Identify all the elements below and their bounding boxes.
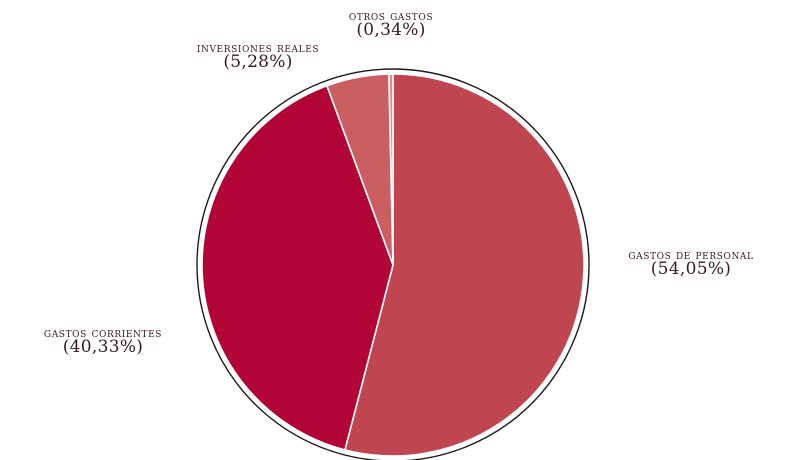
pie-slice-gastos-corrientes [201,84,394,451]
label-gastos-de-personal: GASTOS DE PERSONAL (54,05%) [606,248,776,279]
slice-name-otros-gastos: OTROS GASTOS [348,8,434,23]
pie-outer-ring [196,68,590,460]
pie-slice-gastos-de-personal [344,73,585,457]
slice-pct-gastos-de-personal: (54,05%) [650,259,732,280]
slice-name-gastos-corrientes: GASTOS CORRIENTES [43,325,163,340]
slice-pct-gastos-corrientes: (40,33%) [62,337,144,358]
label-inversiones-reales: INVERSIONES REALES (5,28%) [168,41,348,72]
slice-name-gastos-de-personal: GASTOS DE PERSONAL [628,247,754,262]
slice-pct-otros-gastos: (0,34%) [356,20,426,41]
label-otros-gastos: OTROS GASTOS (0,34%) [316,9,466,40]
slice-pct-inversiones-reales: (5,28%) [223,52,293,73]
pie-slice-otros-gastos [388,73,394,266]
pie-slices [201,73,585,457]
label-gastos-corrientes: GASTOS CORRIENTES (40,33%) [18,326,188,357]
slice-name-inversiones-reales: INVERSIONES REALES [196,40,320,55]
